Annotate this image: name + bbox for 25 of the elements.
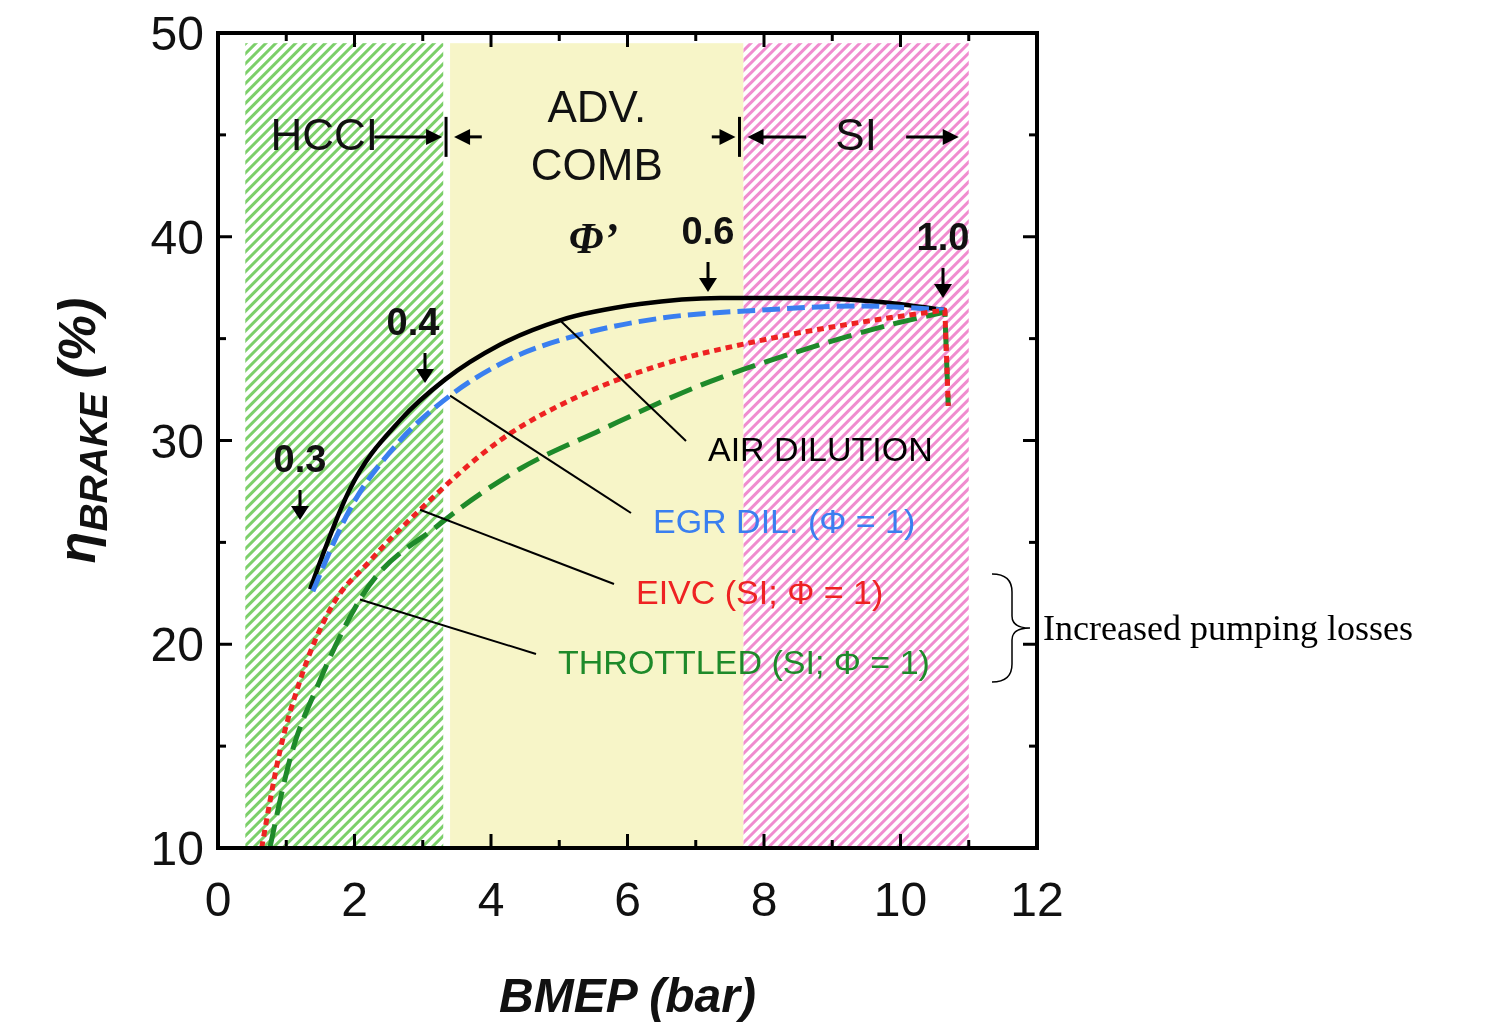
annotation: Φ’: [568, 214, 619, 264]
y-tick-label: 10: [150, 822, 204, 875]
x-tick-label: 0: [204, 873, 232, 926]
x-tick-label: 12: [1010, 873, 1064, 926]
x-tick-label: 6: [614, 873, 641, 926]
band-label: HCCI: [270, 109, 379, 159]
annotation: 0.4: [386, 301, 440, 343]
text: THROTTLED (SI; Φ = 1): [558, 643, 930, 681]
x-axis-title: BMEP (bar): [499, 969, 756, 1022]
annotation: 0.3: [273, 438, 327, 480]
x-tick-label: 8: [750, 873, 778, 926]
text: EIVC (SI; Φ = 1): [636, 573, 884, 611]
y-tick-label: 40: [150, 210, 204, 264]
annotation: 0.6: [681, 210, 735, 252]
text: Increased pumping losses: [1043, 608, 1413, 648]
band-label: ADV. COMB: [530, 81, 663, 189]
y-tick-label: 30: [150, 414, 204, 468]
text: AIR DILUTION: [708, 430, 933, 468]
y-tick-label: 20: [150, 618, 204, 672]
x-tick-label: 10: [873, 873, 928, 926]
x-tick-label: 2: [341, 873, 368, 926]
band-label: SI: [835, 109, 877, 159]
x-tick-label: 4: [477, 873, 505, 926]
y-tick-label: 50: [150, 7, 204, 60]
annotation: 1.0: [916, 216, 970, 258]
